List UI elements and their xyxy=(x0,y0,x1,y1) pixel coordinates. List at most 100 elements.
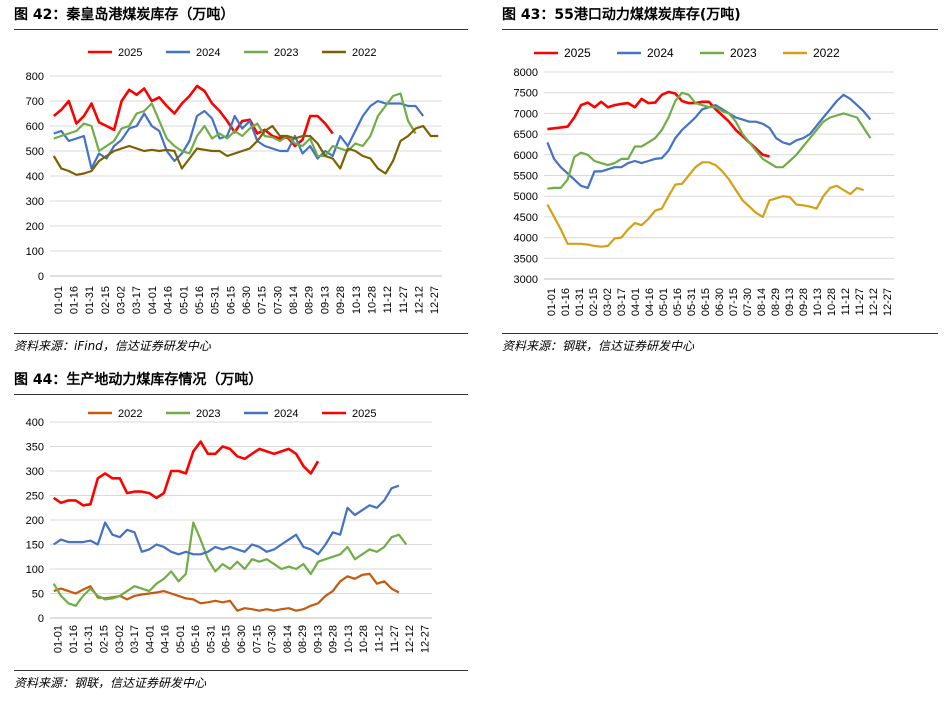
x-tick-label: 09-13 xyxy=(319,286,331,314)
x-tick-label: 04-16 xyxy=(160,625,172,653)
x-tick-label: 02-15 xyxy=(100,286,112,314)
series-line-2023 xyxy=(52,521,408,607)
x-tick-label: 06-30 xyxy=(241,286,253,314)
legend-label: 2025 xyxy=(564,46,591,60)
x-tick-label: 01-31 xyxy=(83,625,95,653)
x-tick-label: 12-12 xyxy=(413,286,425,314)
x-tick-label: 01-01 xyxy=(546,288,558,316)
x-tick-label: 05-16 xyxy=(190,625,202,653)
x-tick-label: 11-12 xyxy=(840,288,852,315)
legend-label: 2022 xyxy=(813,46,840,60)
x-tick-label: 05-16 xyxy=(194,286,206,314)
x-tick-label: 12-12 xyxy=(404,625,416,653)
panel-fig43: 图 43：55港口动力煤煤炭库存(万吨) 3000 3500 4000 4500 500… xyxy=(502,4,938,356)
legend-label: 2022 xyxy=(118,408,142,420)
y-tick-label: 6500 xyxy=(514,129,538,141)
x-tick-label: 04-01 xyxy=(147,286,159,314)
x-tick-label: 01-31 xyxy=(84,286,96,314)
y-tick-label: 6000 xyxy=(514,150,538,162)
legend: 2022 2023 2024 2025 xyxy=(88,408,376,420)
panel-title: 图 43：55港口动力煤煤炭库存(万吨) xyxy=(502,7,741,23)
x-tick-label: 04-01 xyxy=(144,625,156,653)
y-tick-label: 3000 xyxy=(514,274,538,286)
source-note: 资料来源：钢联，信达证券研发中心 xyxy=(502,339,695,353)
x-tick-label: 10-13 xyxy=(351,286,363,314)
x-tick-label: 03-17 xyxy=(131,286,143,314)
x-tick-label: 07-30 xyxy=(272,286,284,314)
x-tick-label: 03-02 xyxy=(602,288,614,316)
x-tick-label: 07-15 xyxy=(728,288,740,316)
source-note: 资料来源：钢联，信达证券研发中心 xyxy=(14,676,207,690)
y-tick-label: 5000 xyxy=(514,191,538,203)
x-tick-label: 05-01 xyxy=(175,625,187,653)
y-tick-label: 700 xyxy=(26,96,44,108)
legend-label: 2022 xyxy=(352,47,376,59)
y-tick-label: 50 xyxy=(32,589,44,601)
series-line-2022 xyxy=(52,124,439,176)
x-tick-label: 10-28 xyxy=(358,625,370,653)
x-tick-label: 05-01 xyxy=(658,288,670,316)
source-rule xyxy=(14,333,468,334)
x-axis: 01-01 01-16 01-31 02-15 03-02 03-17 04-01 04-16… xyxy=(53,286,441,314)
x-tick-label: 10-28 xyxy=(826,288,838,316)
x-tick-label: 04-16 xyxy=(644,288,656,316)
x-tick-label: 12-27 xyxy=(429,286,441,314)
x-tick-label: 07-15 xyxy=(251,625,263,653)
legend-label: 2024 xyxy=(274,408,298,420)
y-tick-label: 600 xyxy=(26,121,44,133)
series-line-2024 xyxy=(53,484,400,556)
legend-label: 2025 xyxy=(118,47,142,59)
x-tick-label: 02-15 xyxy=(588,288,600,316)
legend-label: 2025 xyxy=(352,408,376,420)
series-line-2024 xyxy=(546,93,872,189)
legend-label: 2024 xyxy=(647,46,674,60)
chart-qinhuangdao-inventory: 0 100 200 300 400 500 600 700 800 01-01 01-16 01-31… xyxy=(26,47,442,314)
y-tick-label: 100 xyxy=(26,246,44,258)
x-tick-label: 02-15 xyxy=(98,625,110,653)
x-tick-label: 04-01 xyxy=(630,288,642,316)
x-tick-label: 10-28 xyxy=(366,286,378,314)
series-line-2023 xyxy=(547,91,872,190)
x-tick-label: 08-29 xyxy=(297,625,309,653)
y-tick-label: 150 xyxy=(26,540,44,552)
x-tick-label: 05-01 xyxy=(178,286,190,314)
x-tick-label: 11-27 xyxy=(398,286,410,313)
y-tick-label: 500 xyxy=(26,146,44,158)
x-tick-label: 09-28 xyxy=(798,288,810,316)
panel-fig42: 图 42：秦皇岛港煤炭库存（万吨） 0 100 200 300 400 500 600 700… xyxy=(14,4,468,356)
title-rule xyxy=(502,29,938,30)
x-tick-label: 11-27 xyxy=(389,625,401,652)
panel-fig44: 图 44：生产地动力煤库存情况（万吨） 0 50 100 150 200 250 300 35… xyxy=(14,369,468,695)
y-tick-label: 4500 xyxy=(514,212,538,224)
x-tick-label: 07-15 xyxy=(257,286,269,314)
x-tick-label: 09-28 xyxy=(328,625,340,653)
y-tick-label: 100 xyxy=(26,564,44,576)
legend-label: 2023 xyxy=(274,47,298,59)
x-tick-label: 11-12 xyxy=(374,625,386,652)
x-tick-label: 05-31 xyxy=(686,288,698,316)
x-tick-label: 05-31 xyxy=(205,625,217,653)
x-tick-label: 06-30 xyxy=(236,625,248,653)
y-tick-label: 0 xyxy=(38,613,44,625)
y-tick-label: 3500 xyxy=(514,253,538,265)
legend-label: 2023 xyxy=(730,46,757,60)
y-tick-label: 300 xyxy=(26,196,44,208)
y-tick-label: 8000 xyxy=(514,67,538,79)
x-tick-label: 11-27 xyxy=(854,288,866,315)
legend-label: 2023 xyxy=(196,408,220,420)
series-line-2024 xyxy=(53,99,425,170)
x-tick-label: 05-16 xyxy=(672,288,684,316)
y-axis: 0 100 200 300 400 500 600 700 800 xyxy=(26,71,442,283)
y-tick-label: 400 xyxy=(26,417,44,429)
legend-label: 2024 xyxy=(196,47,220,59)
y-tick-label: 300 xyxy=(26,466,44,478)
x-tick-label: 09-13 xyxy=(784,288,796,316)
x-tick-label: 10-13 xyxy=(812,288,824,316)
x-tick-label: 08-29 xyxy=(770,288,782,316)
y-axis: 3000 3500 4000 4500 5000 5500 6000 6500 7000 7500… xyxy=(514,67,894,286)
y-tick-label: 200 xyxy=(26,515,44,527)
title-rule xyxy=(14,394,468,395)
y-tick-label: 400 xyxy=(26,171,44,183)
y-tick-label: 5500 xyxy=(514,171,538,183)
x-tick-label: 01-16 xyxy=(560,288,572,316)
